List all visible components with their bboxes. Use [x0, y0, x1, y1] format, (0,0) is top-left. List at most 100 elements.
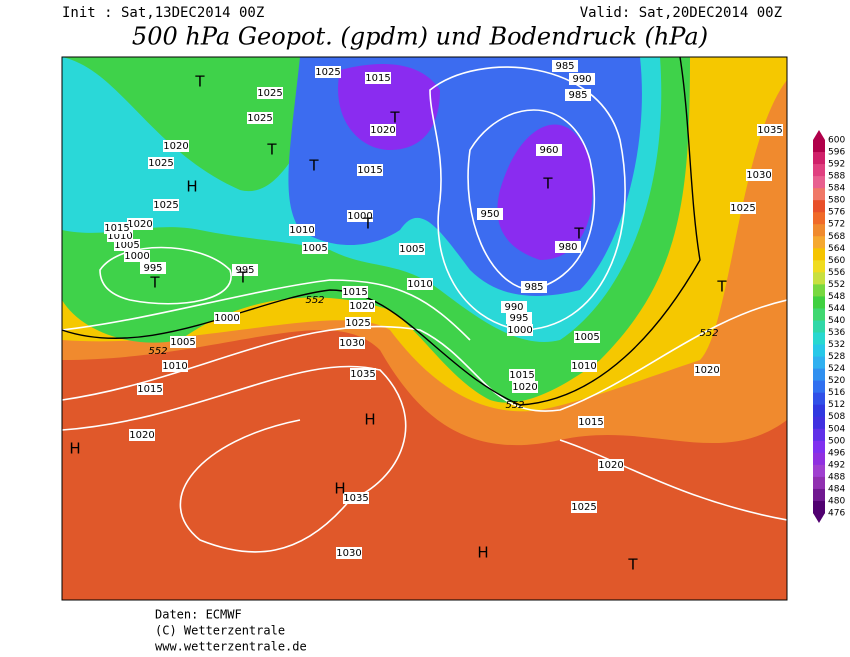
isobar-label: 1000 — [347, 211, 372, 222]
colorbar-label: 576 — [828, 208, 845, 218]
colorbar-label: 556 — [828, 268, 845, 278]
pressure-center: H — [186, 178, 197, 196]
label-box — [370, 124, 396, 136]
footer-line: Daten: ECMWF — [155, 608, 242, 622]
colorbar-label: 520 — [828, 376, 845, 386]
label-box — [694, 364, 720, 376]
colorbar-label: 480 — [828, 496, 845, 506]
label-box — [336, 547, 362, 559]
pressure-center: H — [364, 411, 375, 429]
valid-time: Valid: Sat,20DEC2014 00Z — [580, 5, 782, 21]
isobar-label: 1020 — [163, 141, 188, 152]
colorbar-label: 548 — [828, 292, 845, 302]
footer-line: (C) Wetterzentrale — [155, 624, 285, 638]
label-box — [571, 360, 597, 372]
label-box — [163, 140, 189, 152]
colorbar-band — [813, 200, 825, 213]
isobar-label: 1020 — [370, 125, 395, 136]
isobar-label: 1015 — [357, 165, 382, 176]
colorbar-label: 596 — [828, 148, 845, 158]
label-box — [214, 312, 240, 324]
isobar-label: 1020 — [349, 301, 374, 312]
isobar-label: 990 — [572, 74, 591, 85]
isobar-label: 1035 — [350, 369, 375, 380]
colorbar-band — [813, 500, 825, 514]
label-box — [170, 336, 196, 348]
colorbar-label: 476 — [828, 509, 845, 519]
isobar-label: 1010 — [571, 361, 596, 372]
label-box — [536, 144, 562, 156]
pressure-center: T — [194, 73, 205, 91]
label-box — [104, 222, 130, 234]
colorbar-label: 504 — [828, 424, 845, 434]
isobar-label: 980 — [558, 242, 577, 253]
label-box — [257, 87, 283, 99]
colorbar-band — [813, 296, 825, 309]
colorbar-band — [813, 440, 825, 454]
label-box — [509, 369, 535, 381]
label-box — [578, 416, 604, 428]
label-box — [521, 281, 547, 293]
init-time: Init : Sat,13DEC2014 00Z — [62, 5, 264, 21]
isobar-label: 950 — [480, 209, 499, 220]
colorbar-label: 516 — [828, 388, 845, 398]
labels: 1025101510251025102010251020101510251020… — [69, 60, 783, 574]
isobar-label: 1010 — [107, 231, 132, 242]
map-frame — [61, 56, 788, 601]
label-box — [315, 66, 341, 78]
contour-label: 552 — [505, 400, 524, 411]
isobar-label: 1020 — [129, 430, 154, 441]
colorbar-band — [813, 356, 825, 370]
colorbar-band — [813, 272, 825, 285]
colorbar-label: 560 — [828, 256, 845, 266]
field — [62, 57, 787, 600]
footer-line: www.wetterzentrale.de — [155, 640, 307, 654]
colorbar-label: 512 — [828, 400, 845, 410]
label-box — [757, 124, 783, 136]
colorbar-label: 564 — [828, 244, 845, 254]
label-box — [124, 250, 150, 262]
contour-label: 552 — [305, 295, 324, 306]
pressure-center: T — [542, 175, 553, 193]
colorbar-label: 536 — [828, 328, 845, 338]
isobar-label: 1005 — [170, 337, 195, 348]
label-box — [565, 89, 591, 101]
pressure-center: T — [627, 556, 638, 574]
isobar-label: 1000 — [507, 325, 532, 336]
colorbar-band — [813, 464, 825, 478]
isobar-label: 1020 — [598, 460, 623, 471]
colorbar-band — [813, 248, 825, 261]
label-box — [574, 331, 600, 343]
colorbar-label: 540 — [828, 316, 845, 326]
colorbar-label: 552 — [828, 280, 845, 290]
isobar-label: 1015 — [365, 73, 390, 84]
label-box — [349, 300, 375, 312]
isobar — [99, 246, 232, 305]
colorbar-band — [813, 368, 825, 382]
label-box — [289, 224, 315, 236]
colorbar-label: 544 — [828, 304, 845, 314]
colorbar-band — [813, 236, 825, 249]
region — [338, 64, 593, 260]
isobar-label: 1000 — [214, 313, 239, 324]
contour-label: 552 — [148, 346, 167, 357]
isobar-label: 985 — [568, 90, 587, 101]
isobar-label: 995 — [235, 265, 254, 276]
isobar-label: 1005 — [399, 244, 424, 255]
isobar-label: 1025 — [730, 203, 755, 214]
isobar — [62, 299, 787, 412]
colorbar-band — [813, 308, 825, 321]
isobar-label: 1015 — [342, 287, 367, 298]
isobar-label: 990 — [504, 302, 523, 313]
isobar-label: 1025 — [571, 502, 596, 513]
isobar-label: 995 — [143, 263, 162, 274]
colorbar-label: 488 — [828, 472, 845, 482]
colorbar-band — [813, 488, 825, 502]
pressure-center: H — [334, 480, 345, 498]
colorbar-band — [813, 176, 825, 189]
label-box — [365, 72, 391, 84]
label-box — [343, 492, 369, 504]
isobar-label: 1025 — [148, 158, 173, 169]
isobar-label: 1025 — [315, 67, 340, 78]
colorbar-label: 580 — [828, 196, 845, 206]
